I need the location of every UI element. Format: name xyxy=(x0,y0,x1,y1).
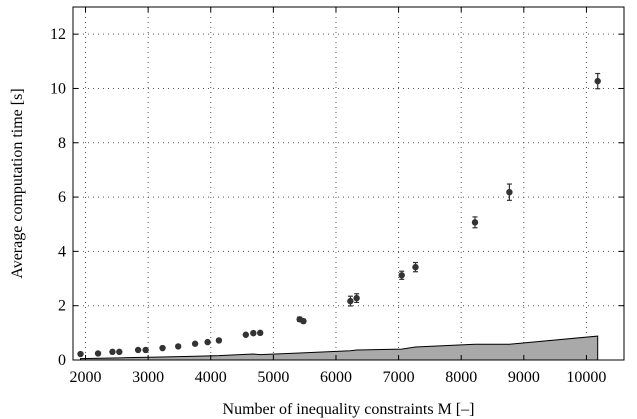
data-point xyxy=(159,344,166,352)
data-point xyxy=(242,331,250,338)
x-tick-label: 7000 xyxy=(383,369,415,386)
x-tick-label: 3000 xyxy=(132,369,164,386)
x-axis-label: Number of inequality constraints M [–] xyxy=(223,401,475,418)
data-point-group xyxy=(412,261,419,273)
data-point xyxy=(594,77,601,85)
shaded-area xyxy=(80,335,599,361)
data-point-group xyxy=(353,293,360,304)
data-point xyxy=(109,348,116,356)
x-tick-label: 4000 xyxy=(195,369,227,386)
x-tick-label: 6000 xyxy=(320,369,352,386)
data-point xyxy=(471,219,479,226)
data-point-group xyxy=(191,340,199,347)
y-tick-label: 8 xyxy=(58,135,66,152)
y-axis-label: Average computation time [s] xyxy=(9,88,26,278)
scatter-series xyxy=(77,72,601,358)
x-tick-label: 9000 xyxy=(508,369,540,386)
data-point xyxy=(204,338,211,346)
data-point-group xyxy=(347,295,354,307)
data-point xyxy=(191,340,199,347)
axis-ticks: 2000 3000 4000 5000 6000 7000 8000 9000 10000 0 2 4… xyxy=(50,7,624,386)
x-tick-label: 10000 xyxy=(566,369,606,386)
data-point xyxy=(142,346,149,354)
data-point-group xyxy=(215,337,223,344)
data-point-group xyxy=(134,346,142,354)
data-point-group xyxy=(142,346,149,354)
data-point xyxy=(134,346,142,354)
data-point-group xyxy=(300,317,307,325)
y-tick-label: 0 xyxy=(58,352,66,369)
data-point xyxy=(215,337,223,344)
data-point-group xyxy=(77,350,84,358)
data-point-group xyxy=(94,350,102,357)
x-tick-label: 5000 xyxy=(257,369,289,386)
data-point-group xyxy=(109,348,116,356)
data-point xyxy=(250,329,257,337)
data-point xyxy=(174,343,182,350)
y-tick-label: 6 xyxy=(58,189,66,206)
data-point-group xyxy=(257,329,264,337)
data-point-group xyxy=(250,329,257,337)
data-point xyxy=(77,350,84,358)
data-point-group xyxy=(204,338,211,346)
data-point-group xyxy=(471,216,479,229)
area-series xyxy=(80,335,599,361)
data-point-group xyxy=(159,344,166,352)
data-point-group xyxy=(506,183,513,201)
data-point-group xyxy=(594,72,601,90)
data-point xyxy=(300,317,307,325)
x-tick-label: 2000 xyxy=(70,369,102,386)
data-point xyxy=(257,329,264,337)
y-tick-label: 4 xyxy=(58,243,66,260)
data-point-group xyxy=(398,270,405,280)
x-tick-label: 8000 xyxy=(445,369,477,386)
data-point xyxy=(353,294,360,302)
data-point xyxy=(347,297,354,305)
y-tick-label: 10 xyxy=(50,80,66,97)
y-tick-label: 2 xyxy=(58,298,66,315)
data-point-group xyxy=(116,348,123,356)
y-tick-label: 12 xyxy=(50,26,66,43)
data-point xyxy=(506,188,513,196)
gridlines xyxy=(73,7,624,360)
data-point-group xyxy=(242,331,250,338)
data-point xyxy=(116,348,123,356)
data-point-group xyxy=(174,343,182,350)
data-point xyxy=(412,263,419,271)
data-point xyxy=(398,272,405,279)
data-point xyxy=(94,350,102,357)
plot-frame xyxy=(72,6,625,361)
